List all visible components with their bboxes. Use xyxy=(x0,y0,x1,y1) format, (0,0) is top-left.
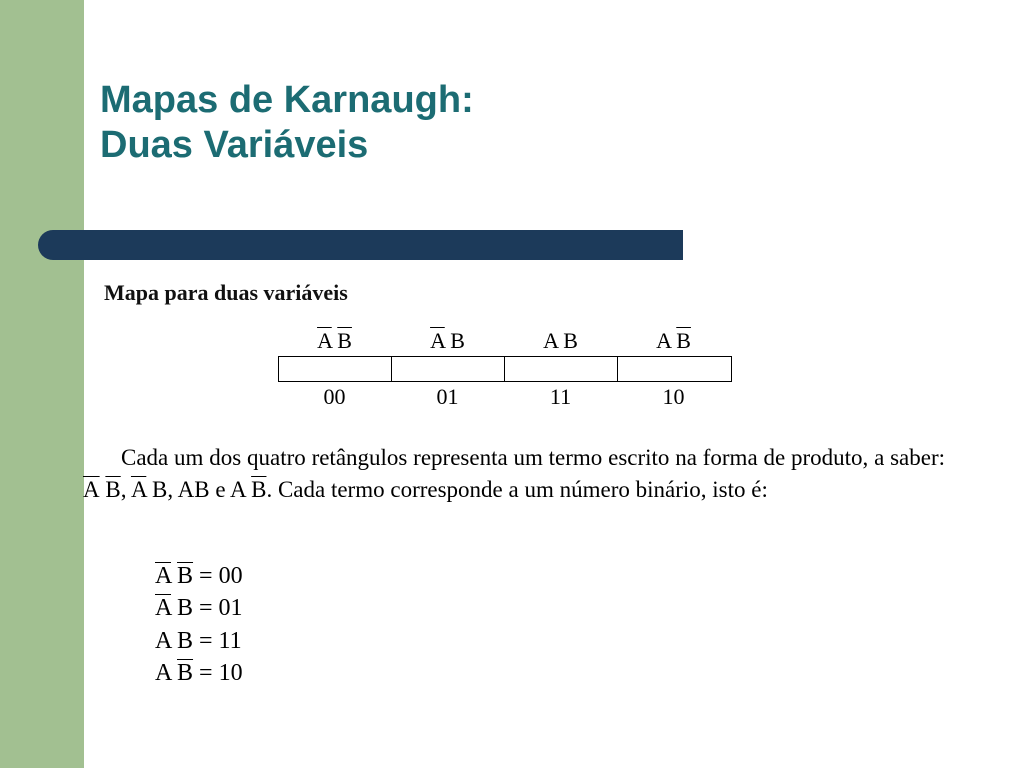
kmap-headers-row: A BA BA BA B xyxy=(278,328,732,356)
kmap-cell xyxy=(618,357,731,381)
accent-bar xyxy=(38,230,683,260)
section-subtitle: Mapa para duas variáveis xyxy=(104,280,348,306)
kmap-header: A B xyxy=(278,328,391,356)
kmap-header: A B xyxy=(617,328,730,356)
kmap-value: 01 xyxy=(391,382,504,410)
kmap-header: A B xyxy=(504,328,617,356)
kmap-value: 00 xyxy=(278,382,391,410)
equation-row: A B = 00 xyxy=(155,560,243,592)
equation-row: A B = 01 xyxy=(155,592,243,624)
kmap-header: A B xyxy=(391,328,504,356)
equation-row: A B = 11 xyxy=(155,625,243,657)
kmap-values-row: 00011110 xyxy=(278,382,732,410)
kmap-value: 11 xyxy=(504,382,617,410)
kmap-value: 10 xyxy=(617,382,730,410)
sidebar-accent xyxy=(0,0,84,768)
kmap-cell xyxy=(279,357,392,381)
equation-row: A B = 10 xyxy=(155,657,243,689)
slide-title: Mapas de Karnaugh: Duas Variáveis xyxy=(100,78,474,168)
equation-list: A B = 00A B = 01A B = 11A B = 10 xyxy=(155,560,243,690)
title-line-2: Duas Variáveis xyxy=(100,123,474,168)
kmap-cell xyxy=(505,357,618,381)
kmap-cell xyxy=(392,357,505,381)
kmap-diagram: A BA BA BA B 00011110 xyxy=(278,328,732,410)
title-line-1: Mapas de Karnaugh: xyxy=(100,78,474,123)
kmap-cells-row xyxy=(278,356,732,382)
explanation-paragraph: Cada um dos quatro retângulos representa… xyxy=(83,442,945,505)
